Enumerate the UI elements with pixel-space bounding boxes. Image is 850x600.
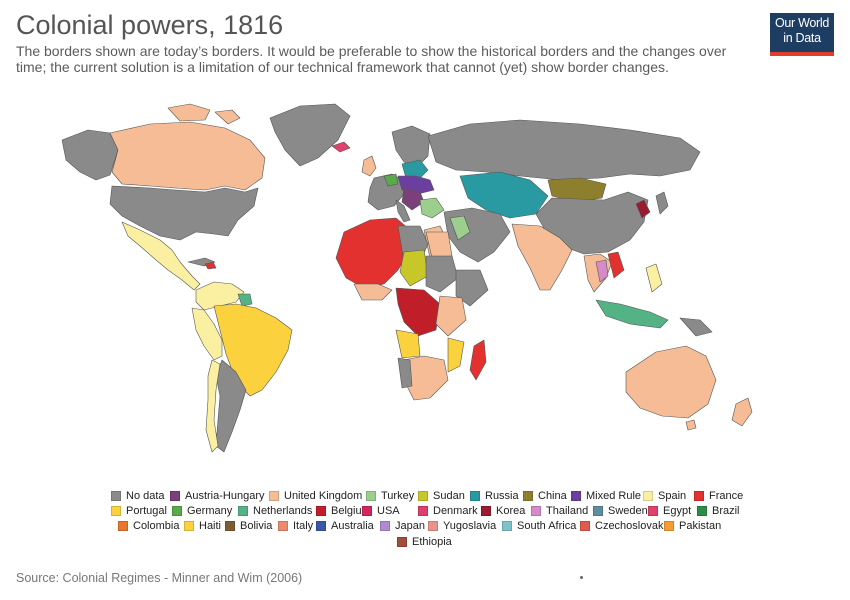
region-east-sudan[interactable] xyxy=(425,255,459,293)
legend-label: Haiti xyxy=(199,520,222,532)
legend-label: Denmark xyxy=(433,505,478,517)
region-iceland[interactable] xyxy=(331,141,351,153)
region-arabia-turkey[interactable] xyxy=(449,215,471,241)
region-guianas[interactable] xyxy=(237,293,253,307)
logo-line-1: Our World xyxy=(774,16,830,30)
region-poland-prussia[interactable] xyxy=(401,159,429,179)
region-canada-islands[interactable] xyxy=(167,103,241,125)
legend-swatch xyxy=(593,506,603,516)
region-scandinavia[interactable] xyxy=(391,125,431,169)
legend-swatch xyxy=(664,521,674,531)
legend-label: Colombia xyxy=(133,520,180,532)
region-haiti[interactable] xyxy=(204,261,217,270)
legend-swatch xyxy=(111,506,121,516)
legend-label: Thailand xyxy=(546,505,589,517)
region-alaska[interactable] xyxy=(61,129,119,181)
legend-swatch xyxy=(648,506,658,516)
legend-swatch xyxy=(316,521,326,531)
legend-label: Italy xyxy=(293,520,314,532)
legend-swatch xyxy=(172,506,182,516)
legend-swatch xyxy=(225,521,235,531)
legend-label: Pakistan xyxy=(679,520,722,532)
world-map xyxy=(61,103,753,453)
region-australia[interactable] xyxy=(625,345,717,419)
legend-swatch xyxy=(580,521,590,531)
region-austria-hungary[interactable] xyxy=(401,187,425,211)
region-peru-ecuador[interactable] xyxy=(191,307,223,361)
region-italy[interactable] xyxy=(395,199,411,223)
source-note: Source: Colonial Regimes - Minner and Wi… xyxy=(16,571,303,585)
legend-label: Germany xyxy=(187,505,233,517)
legend-label: South Africa xyxy=(517,520,577,532)
decorative-dot xyxy=(580,576,583,579)
logo-line-2: in Data xyxy=(783,31,821,45)
region-germany[interactable] xyxy=(383,173,399,187)
legend-label: Ethiopia xyxy=(412,536,452,548)
legend-swatch xyxy=(316,506,326,516)
legend-swatch xyxy=(481,506,491,516)
legend-swatch xyxy=(531,506,541,516)
legend-swatch xyxy=(697,506,707,516)
region-thailand[interactable] xyxy=(595,259,609,283)
region-canada[interactable] xyxy=(109,121,266,191)
region-greenland[interactable] xyxy=(269,103,351,167)
region-indonesia[interactable] xyxy=(595,299,669,329)
region-mexico[interactable] xyxy=(121,221,201,291)
legend-label: Korea xyxy=(496,505,526,517)
region-north-africa-france[interactable] xyxy=(335,217,411,289)
legend-swatch xyxy=(238,506,248,516)
legend-swatch xyxy=(118,521,128,531)
legend-label: Netherlands xyxy=(253,505,313,517)
region-madagascar[interactable] xyxy=(469,339,487,381)
region-india[interactable] xyxy=(511,223,573,291)
region-west-africa[interactable] xyxy=(353,283,393,301)
legend-label: Portugal xyxy=(126,505,167,517)
region-angola[interactable] xyxy=(395,329,421,359)
region-usa[interactable] xyxy=(109,185,259,241)
region-middle-east[interactable] xyxy=(443,207,511,263)
legend-swatch xyxy=(502,521,512,531)
region-vietnam[interactable] xyxy=(607,251,625,279)
legend-label: Japan xyxy=(395,520,425,532)
region-southern-cone[interactable] xyxy=(215,359,247,453)
region-ethiopia-horn[interactable] xyxy=(455,269,489,307)
region-new-guinea[interactable] xyxy=(679,317,713,337)
legend-label: Yugoslavia xyxy=(443,520,497,532)
legend-swatch xyxy=(418,506,428,516)
region-mozambique[interactable] xyxy=(447,337,465,373)
region-korea[interactable] xyxy=(635,199,651,219)
region-colombia-venezuela[interactable] xyxy=(195,281,245,311)
legend-swatch xyxy=(278,521,288,531)
region-japan[interactable] xyxy=(655,191,669,215)
legend-label: Egypt xyxy=(663,505,692,517)
region-central-africa-belgium[interactable] xyxy=(395,287,441,337)
legend-label: Czechoslovakia xyxy=(595,520,673,532)
region-namibia[interactable] xyxy=(397,357,413,389)
region-philippines[interactable] xyxy=(645,263,663,293)
legend-swatch xyxy=(428,521,438,531)
legend-label: Brazil xyxy=(712,505,740,517)
region-uk[interactable] xyxy=(361,155,377,177)
legend-swatch xyxy=(397,537,407,547)
region-tasmania[interactable] xyxy=(685,419,697,431)
legend-label: USA xyxy=(377,505,400,517)
region-ottoman-balkans[interactable] xyxy=(419,197,445,219)
chart-title: Colonial powers, 1816 xyxy=(16,10,284,40)
region-chile[interactable] xyxy=(205,359,221,453)
region-new-zealand[interactable] xyxy=(731,397,753,427)
region-chad-sudan[interactable] xyxy=(399,249,429,287)
legend-swatch xyxy=(380,521,390,531)
legend-label: Sweden xyxy=(608,505,648,517)
legend-swatch xyxy=(362,506,372,516)
owid-logo[interactable]: Our World in Data xyxy=(770,13,834,56)
region-east-africa[interactable] xyxy=(435,295,467,337)
legend-label: Australia xyxy=(331,520,374,532)
legend-swatch xyxy=(184,521,194,531)
legend-label: Belgium xyxy=(331,505,371,517)
region-mongolia[interactable] xyxy=(547,177,607,203)
legend-label: Bolivia xyxy=(240,520,273,532)
chart-subtitle: The borders shown are today’s borders. I… xyxy=(16,43,727,75)
region-russia[interactable] xyxy=(427,119,701,181)
